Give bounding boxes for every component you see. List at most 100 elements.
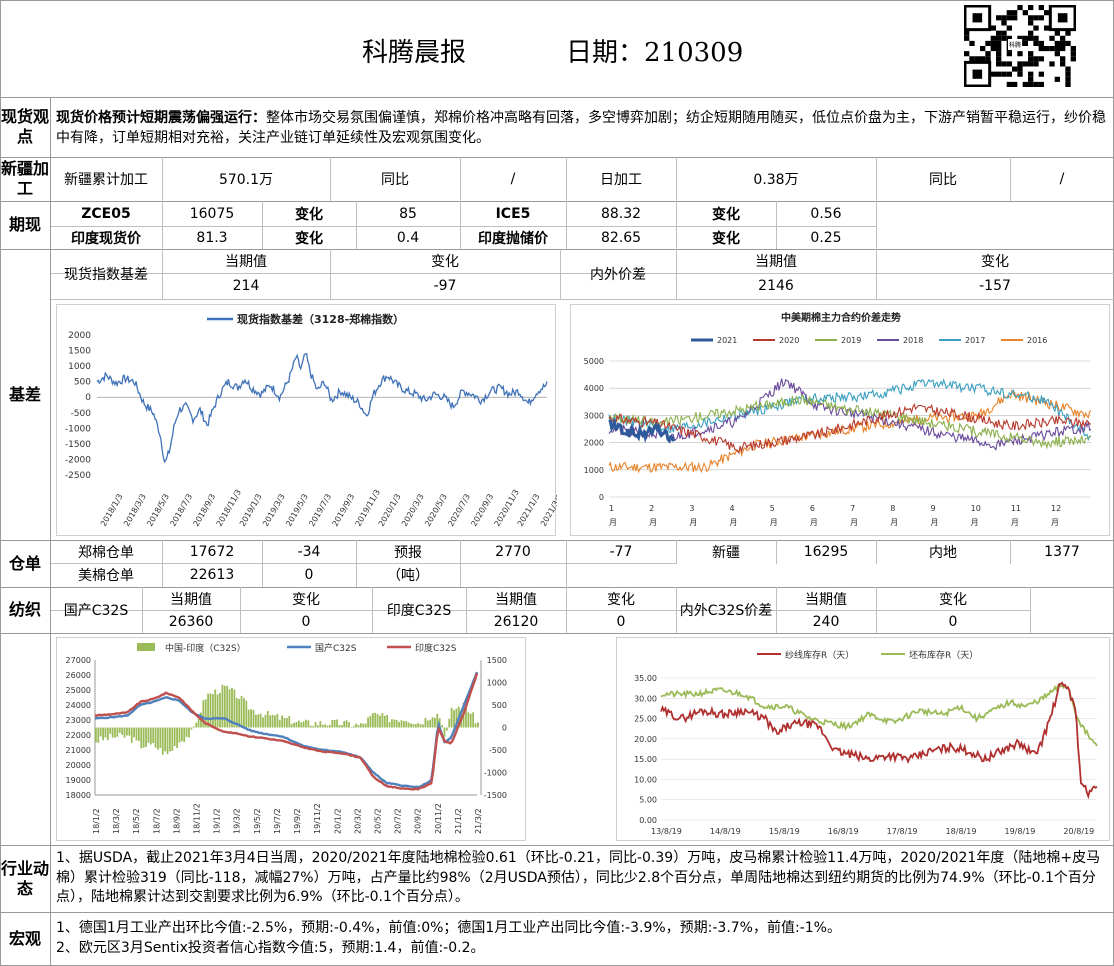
- diff-bar: [314, 722, 317, 728]
- xinjiang-daily-yoy-value: /: [1059, 171, 1065, 187]
- x-tick-label: 2020/9/3: [469, 492, 495, 528]
- diff-bar: [395, 720, 398, 728]
- inventory-chart: 纱线库存R（天） 坯布库存R（天） 35.00 30.00 25.00 20.00 15.0…: [616, 637, 1110, 841]
- report-date: 日期：210309: [566, 37, 744, 68]
- diff-bar: [140, 727, 143, 749]
- legend-label: 2020: [779, 336, 799, 345]
- diff-bar: [266, 711, 269, 728]
- qr-module: [996, 15, 1002, 21]
- zce05-change-label: 变化: [295, 206, 323, 223]
- diff-bar: [254, 714, 257, 728]
- y-tick-label: 30.00: [634, 694, 657, 703]
- y2-tick-label: 500: [492, 701, 507, 710]
- qr-module: [1017, 51, 1023, 57]
- diff-bar: [319, 721, 322, 728]
- spread-change-header: 变化: [981, 254, 1009, 270]
- qr-module: [964, 35, 970, 41]
- qr-module: [1049, 46, 1055, 52]
- qr-module: [990, 40, 996, 46]
- qr-module: [1017, 71, 1023, 77]
- basis-current-value: 214: [232, 278, 260, 294]
- qr-module: [1044, 10, 1050, 16]
- basis-section-label: 基差: [8, 384, 41, 404]
- india-spot-label: 印度现货价: [71, 230, 141, 247]
- diff-bar: [362, 723, 365, 728]
- qr-module: [1028, 61, 1034, 67]
- qr-module: [1033, 35, 1039, 41]
- x-tick-label: 2020/3/3: [400, 492, 426, 528]
- legend-label: 坯布库存R（天）: [909, 649, 978, 661]
- diff-bar: [407, 722, 410, 728]
- qr-module: [1028, 76, 1034, 82]
- y-tick-label: 4000: [584, 384, 604, 393]
- zce05-label: ZCE05: [81, 205, 131, 222]
- diff-bar: [209, 693, 212, 728]
- qr-module: [1038, 5, 1044, 11]
- diff-bar: [259, 713, 262, 728]
- diff-bar: [188, 727, 190, 738]
- diff-bar: [185, 727, 188, 737]
- us-cotton-warrant-label: 美棉仓单: [78, 568, 134, 584]
- spread-current-header: 当期值: [755, 254, 797, 270]
- qr-module: [1028, 5, 1034, 11]
- diff-bar: [379, 715, 381, 728]
- diff-bar: [307, 720, 310, 728]
- qr-module: [1033, 25, 1039, 31]
- diff-bar: [369, 715, 372, 728]
- diff-bar: [414, 724, 417, 728]
- diff-bar: [283, 717, 286, 728]
- qr-module: [1028, 51, 1034, 57]
- diff-bar: [450, 707, 453, 728]
- x-tick-unit: 月: [1011, 518, 1019, 527]
- qr-module: [1054, 30, 1060, 36]
- qr-module: [1017, 66, 1023, 72]
- diff-bar: [360, 723, 362, 728]
- legend-label: 2017: [965, 336, 985, 345]
- diff-bar: [121, 727, 124, 735]
- diff-bar: [149, 727, 152, 745]
- qr-module: [1054, 46, 1060, 52]
- qr-module: [1054, 40, 1060, 46]
- diff-bar: [133, 727, 135, 738]
- y2-tick-label: 1500: [487, 656, 507, 665]
- x-tick-label: 20/1/2: [333, 808, 342, 834]
- diff-bar: [114, 727, 116, 738]
- legend-label: 2016: [1027, 336, 1047, 345]
- zhengmian-warrant-label: 郑棉仓单: [78, 544, 134, 561]
- diff-bar: [118, 727, 121, 733]
- diff-bar: [142, 727, 145, 748]
- y-tick-label: 25000: [66, 686, 91, 695]
- series-line-2020: [608, 403, 1092, 455]
- spot-text: 整体市场交易氛围偏谨慎，郑棉价格冲高略有回落，多空博弈加剧；纺企短期随用随买，低…: [56, 110, 1106, 146]
- c32s-spread-change-header: 变化: [939, 591, 967, 608]
- diff-bar: [391, 719, 393, 728]
- diff-bar: [240, 695, 243, 728]
- qr-module: [1006, 25, 1012, 31]
- xinjiang-warrant-label: 新疆: [712, 544, 740, 561]
- diff-bar: [352, 726, 355, 728]
- qr-module: [1038, 56, 1044, 62]
- y-tick-label: 500: [74, 378, 91, 388]
- y-tick-label: 20000: [66, 761, 91, 770]
- qr-module: [990, 71, 996, 77]
- diff-bar: [233, 689, 236, 728]
- x-tick-label: 10: [971, 504, 981, 513]
- qr-module: [1070, 56, 1076, 62]
- qr-module: [1017, 61, 1023, 67]
- diff-bar: [197, 719, 200, 728]
- qr-module: [1028, 56, 1034, 62]
- india-c32s-label: 印度C32S: [386, 603, 452, 619]
- qr-module: [1065, 66, 1071, 72]
- qr-module: [980, 46, 986, 52]
- diff-bar: [426, 720, 429, 728]
- y-tick-label: -1000: [65, 424, 91, 434]
- x-tick-label: 2019/1/3: [238, 492, 264, 528]
- diff-bar: [190, 727, 193, 730]
- diff-bar: [336, 719, 338, 728]
- qr-module: [1038, 71, 1044, 77]
- x-tick-label: 14/8/19: [710, 827, 741, 836]
- x-tick-label: 20/7/2: [394, 808, 403, 834]
- y-tick-label: -1500: [65, 440, 91, 450]
- diff-bar: [116, 727, 119, 737]
- y-tick-label: 35.00: [634, 674, 657, 683]
